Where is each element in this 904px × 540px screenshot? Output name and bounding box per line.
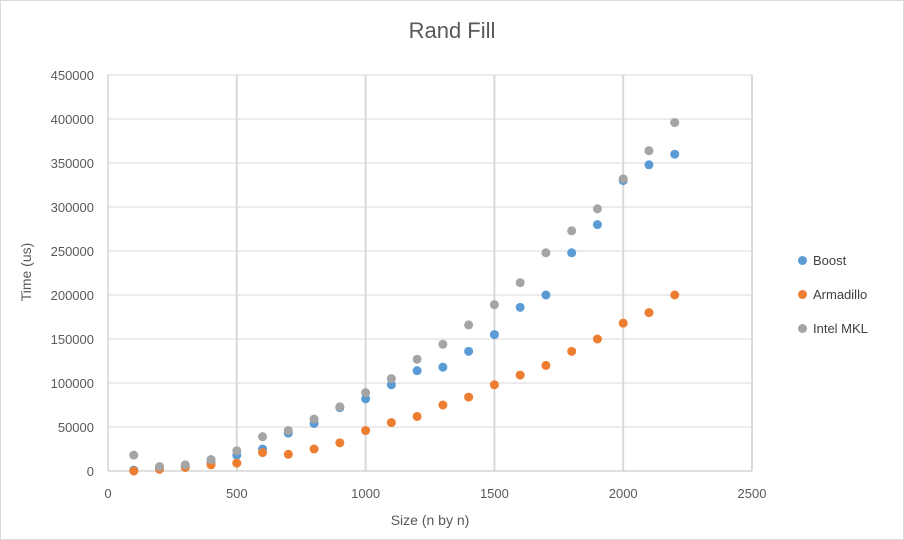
data-point-intel-mkl bbox=[567, 226, 577, 236]
y-tick-label: 100000 bbox=[51, 376, 94, 391]
data-point-intel-mkl bbox=[438, 339, 448, 349]
data-point-armadillo bbox=[309, 444, 319, 454]
y-tick-label: 350000 bbox=[51, 156, 94, 171]
data-point-armadillo bbox=[232, 458, 242, 468]
data-point-intel-mkl bbox=[541, 248, 551, 258]
x-tick-label: 500 bbox=[226, 486, 248, 501]
data-point-intel-mkl bbox=[155, 462, 165, 472]
data-point-intel-mkl bbox=[206, 455, 216, 465]
data-point-armadillo bbox=[489, 380, 499, 390]
data-point-intel-mkl bbox=[309, 414, 319, 424]
data-point-intel-mkl bbox=[335, 402, 345, 412]
legend-label-intel-mkl: Intel MKL bbox=[813, 320, 868, 336]
data-point-boost bbox=[567, 248, 577, 258]
data-point-armadillo bbox=[438, 400, 448, 410]
data-point-intel-mkl bbox=[489, 300, 499, 310]
x-tick-label: 0 bbox=[104, 486, 111, 501]
data-point-intel-mkl bbox=[180, 460, 190, 470]
y-tick-label: 0 bbox=[87, 464, 94, 479]
legend-item-armadillo: Armadillo bbox=[798, 285, 868, 303]
data-point-armadillo bbox=[670, 290, 680, 300]
legend-item-boost: Boost bbox=[798, 251, 868, 269]
data-point-boost bbox=[592, 220, 602, 230]
y-axis-label: Time (us) bbox=[18, 242, 34, 302]
data-point-boost bbox=[644, 160, 654, 170]
x-tick-label: 2500 bbox=[738, 486, 767, 501]
data-point-intel-mkl bbox=[258, 432, 268, 442]
data-point-boost bbox=[515, 302, 525, 312]
y-tick-label: 450000 bbox=[51, 68, 94, 83]
data-point-boost bbox=[464, 346, 474, 356]
legend-label-armadillo: Armadillo bbox=[813, 286, 868, 302]
y-tick-label: 150000 bbox=[51, 332, 94, 347]
x-tick-label: 1000 bbox=[351, 486, 380, 501]
data-point-armadillo bbox=[258, 448, 268, 458]
data-point-boost bbox=[361, 394, 371, 404]
y-tick-label: 200000 bbox=[51, 288, 94, 303]
data-point-armadillo bbox=[464, 392, 474, 402]
data-point-boost bbox=[541, 290, 551, 300]
data-point-intel-mkl bbox=[618, 174, 628, 184]
data-point-armadillo bbox=[644, 308, 654, 318]
legend: Boost Armadillo Intel MKL bbox=[798, 251, 868, 353]
data-point-boost bbox=[386, 380, 396, 390]
data-point-armadillo bbox=[592, 334, 602, 344]
data-point-intel-mkl bbox=[232, 446, 242, 456]
data-point-intel-mkl bbox=[283, 426, 293, 436]
legend-marker-armadillo bbox=[798, 289, 807, 299]
legend-marker-intel-mkl bbox=[798, 323, 807, 333]
y-tick-label: 300000 bbox=[51, 200, 94, 215]
data-point-armadillo bbox=[515, 370, 525, 380]
data-point-armadillo bbox=[386, 418, 396, 428]
y-tick-label: 400000 bbox=[51, 112, 94, 127]
data-point-intel-mkl bbox=[670, 118, 680, 128]
data-point-boost bbox=[670, 149, 680, 159]
y-tick-label: 50000 bbox=[58, 420, 94, 435]
data-point-boost bbox=[438, 362, 448, 372]
data-point-armadillo bbox=[567, 346, 577, 356]
x-tick-label: 1500 bbox=[480, 486, 509, 501]
data-point-armadillo bbox=[361, 426, 371, 436]
legend-marker-boost bbox=[798, 255, 807, 265]
data-point-intel-mkl bbox=[386, 374, 396, 384]
data-point-intel-mkl bbox=[129, 450, 139, 460]
data-point-intel-mkl bbox=[515, 278, 525, 288]
legend-item-intel-mkl: Intel MKL bbox=[798, 319, 868, 337]
data-point-intel-mkl bbox=[644, 146, 654, 156]
data-point-armadillo bbox=[335, 438, 345, 448]
data-point-armadillo bbox=[412, 411, 422, 421]
legend-label-boost: Boost bbox=[813, 252, 847, 268]
x-tick-label: 2000 bbox=[609, 486, 638, 501]
data-point-intel-mkl bbox=[412, 354, 422, 364]
data-point-armadillo bbox=[618, 318, 628, 328]
data-point-intel-mkl bbox=[464, 320, 474, 330]
data-point-armadillo bbox=[283, 449, 293, 459]
data-point-boost bbox=[489, 330, 499, 340]
data-point-boost bbox=[412, 366, 422, 376]
data-point-armadillo bbox=[129, 466, 139, 476]
data-point-intel-mkl bbox=[361, 388, 371, 398]
x-axis-label: Size (n by n) bbox=[390, 512, 470, 528]
y-tick-label: 250000 bbox=[51, 244, 94, 259]
chart-title: Rand Fill bbox=[408, 18, 496, 43]
data-point-intel-mkl bbox=[592, 204, 602, 214]
data-point-armadillo bbox=[541, 360, 551, 370]
